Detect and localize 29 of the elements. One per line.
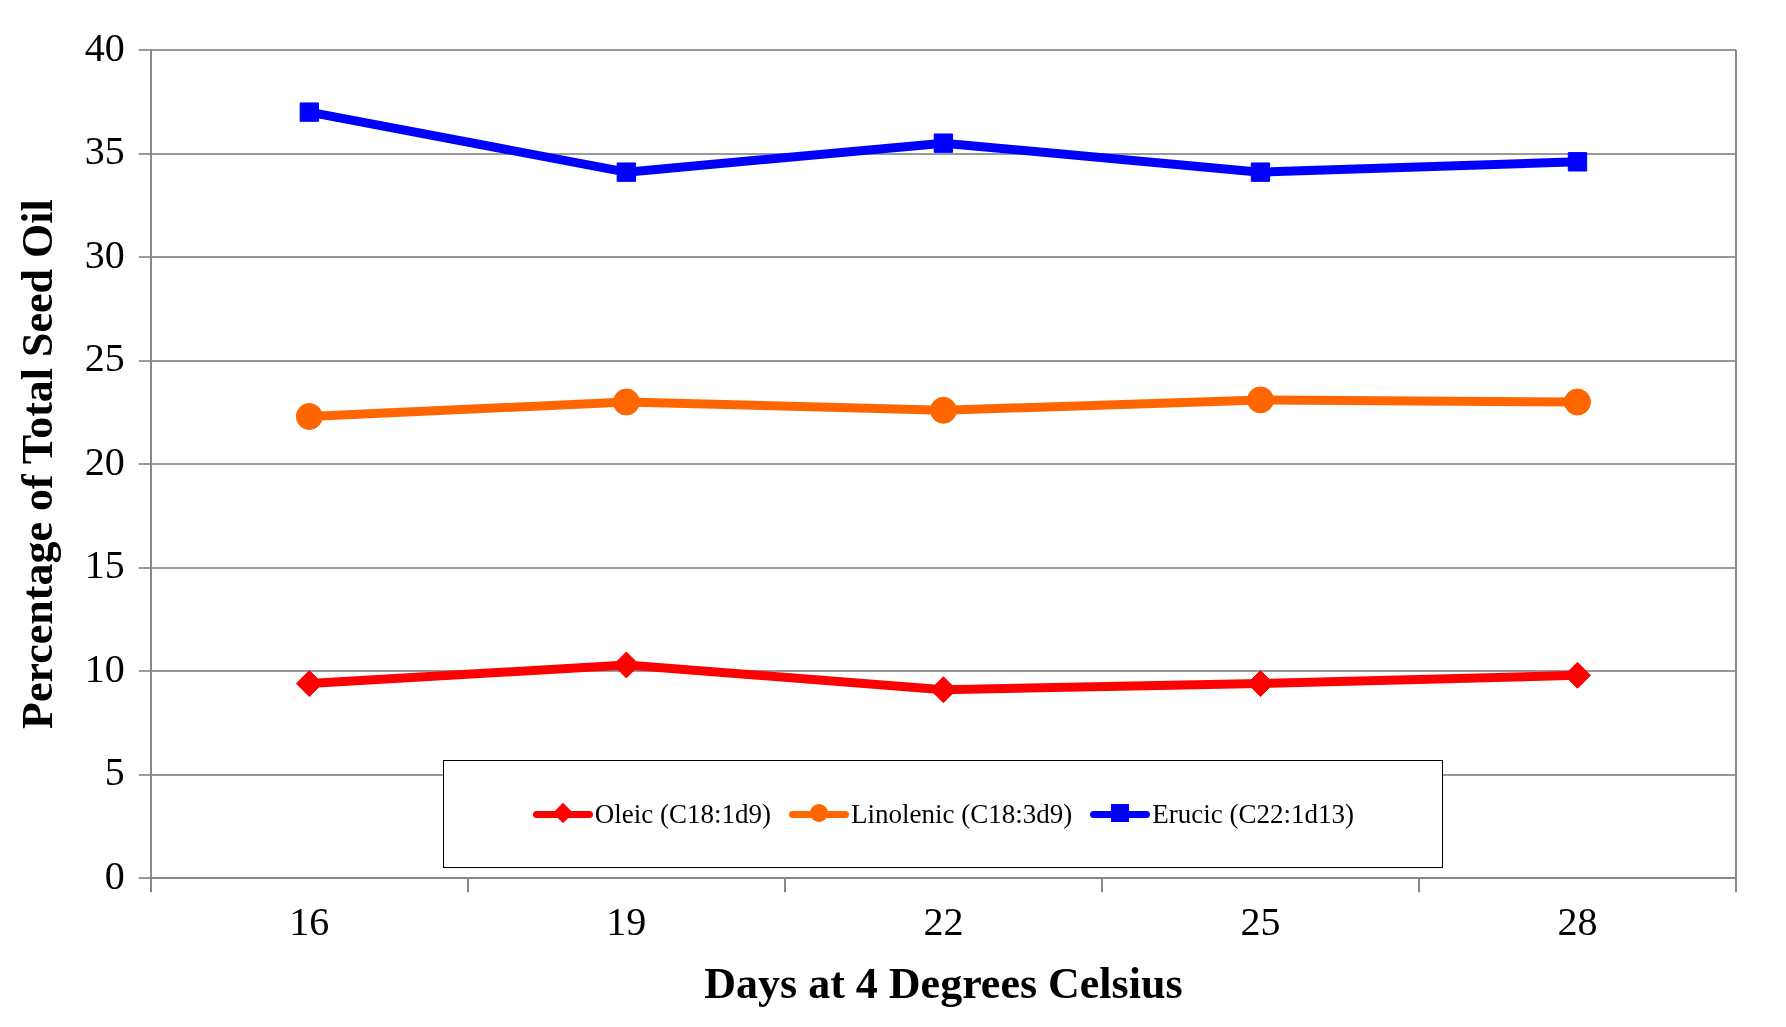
point [612,388,640,416]
point [299,102,320,122]
legend-label: Oleic (C18:1d9) [594,798,772,830]
y-axis-title: Percentage of Total Seed Oil [12,199,62,729]
point [1563,388,1591,416]
x-tick-label: 28 [1557,898,1598,944]
x-tick-label: 25 [1240,898,1281,944]
point [929,396,957,424]
x-tick-label: 16 [289,898,330,944]
y-tick-label: 15 [84,542,125,588]
legend-label: Linolenic (C18:3d9) [851,798,1073,830]
y-tick-label: 10 [84,645,125,691]
y-tick-label: 35 [84,128,125,174]
legend-label: Erucic (C22:1d13) [1152,798,1354,830]
point [295,402,323,430]
y-tick-label: 5 [104,749,125,795]
x-tick-label: 19 [606,898,647,944]
point [1250,162,1271,182]
y-tick-label: 20 [84,438,125,484]
point [1246,386,1274,414]
point [1567,152,1588,172]
x-axis-title: Days at 4 Degrees Celsius [704,958,1183,1008]
point [616,162,637,182]
y-tick-label: 0 [104,852,125,898]
x-tick-label: 22 [923,898,964,944]
y-tick-label: 25 [84,335,125,381]
point [933,133,954,153]
y-tick-label: 30 [84,231,125,277]
y-tick-label: 40 [84,24,125,70]
